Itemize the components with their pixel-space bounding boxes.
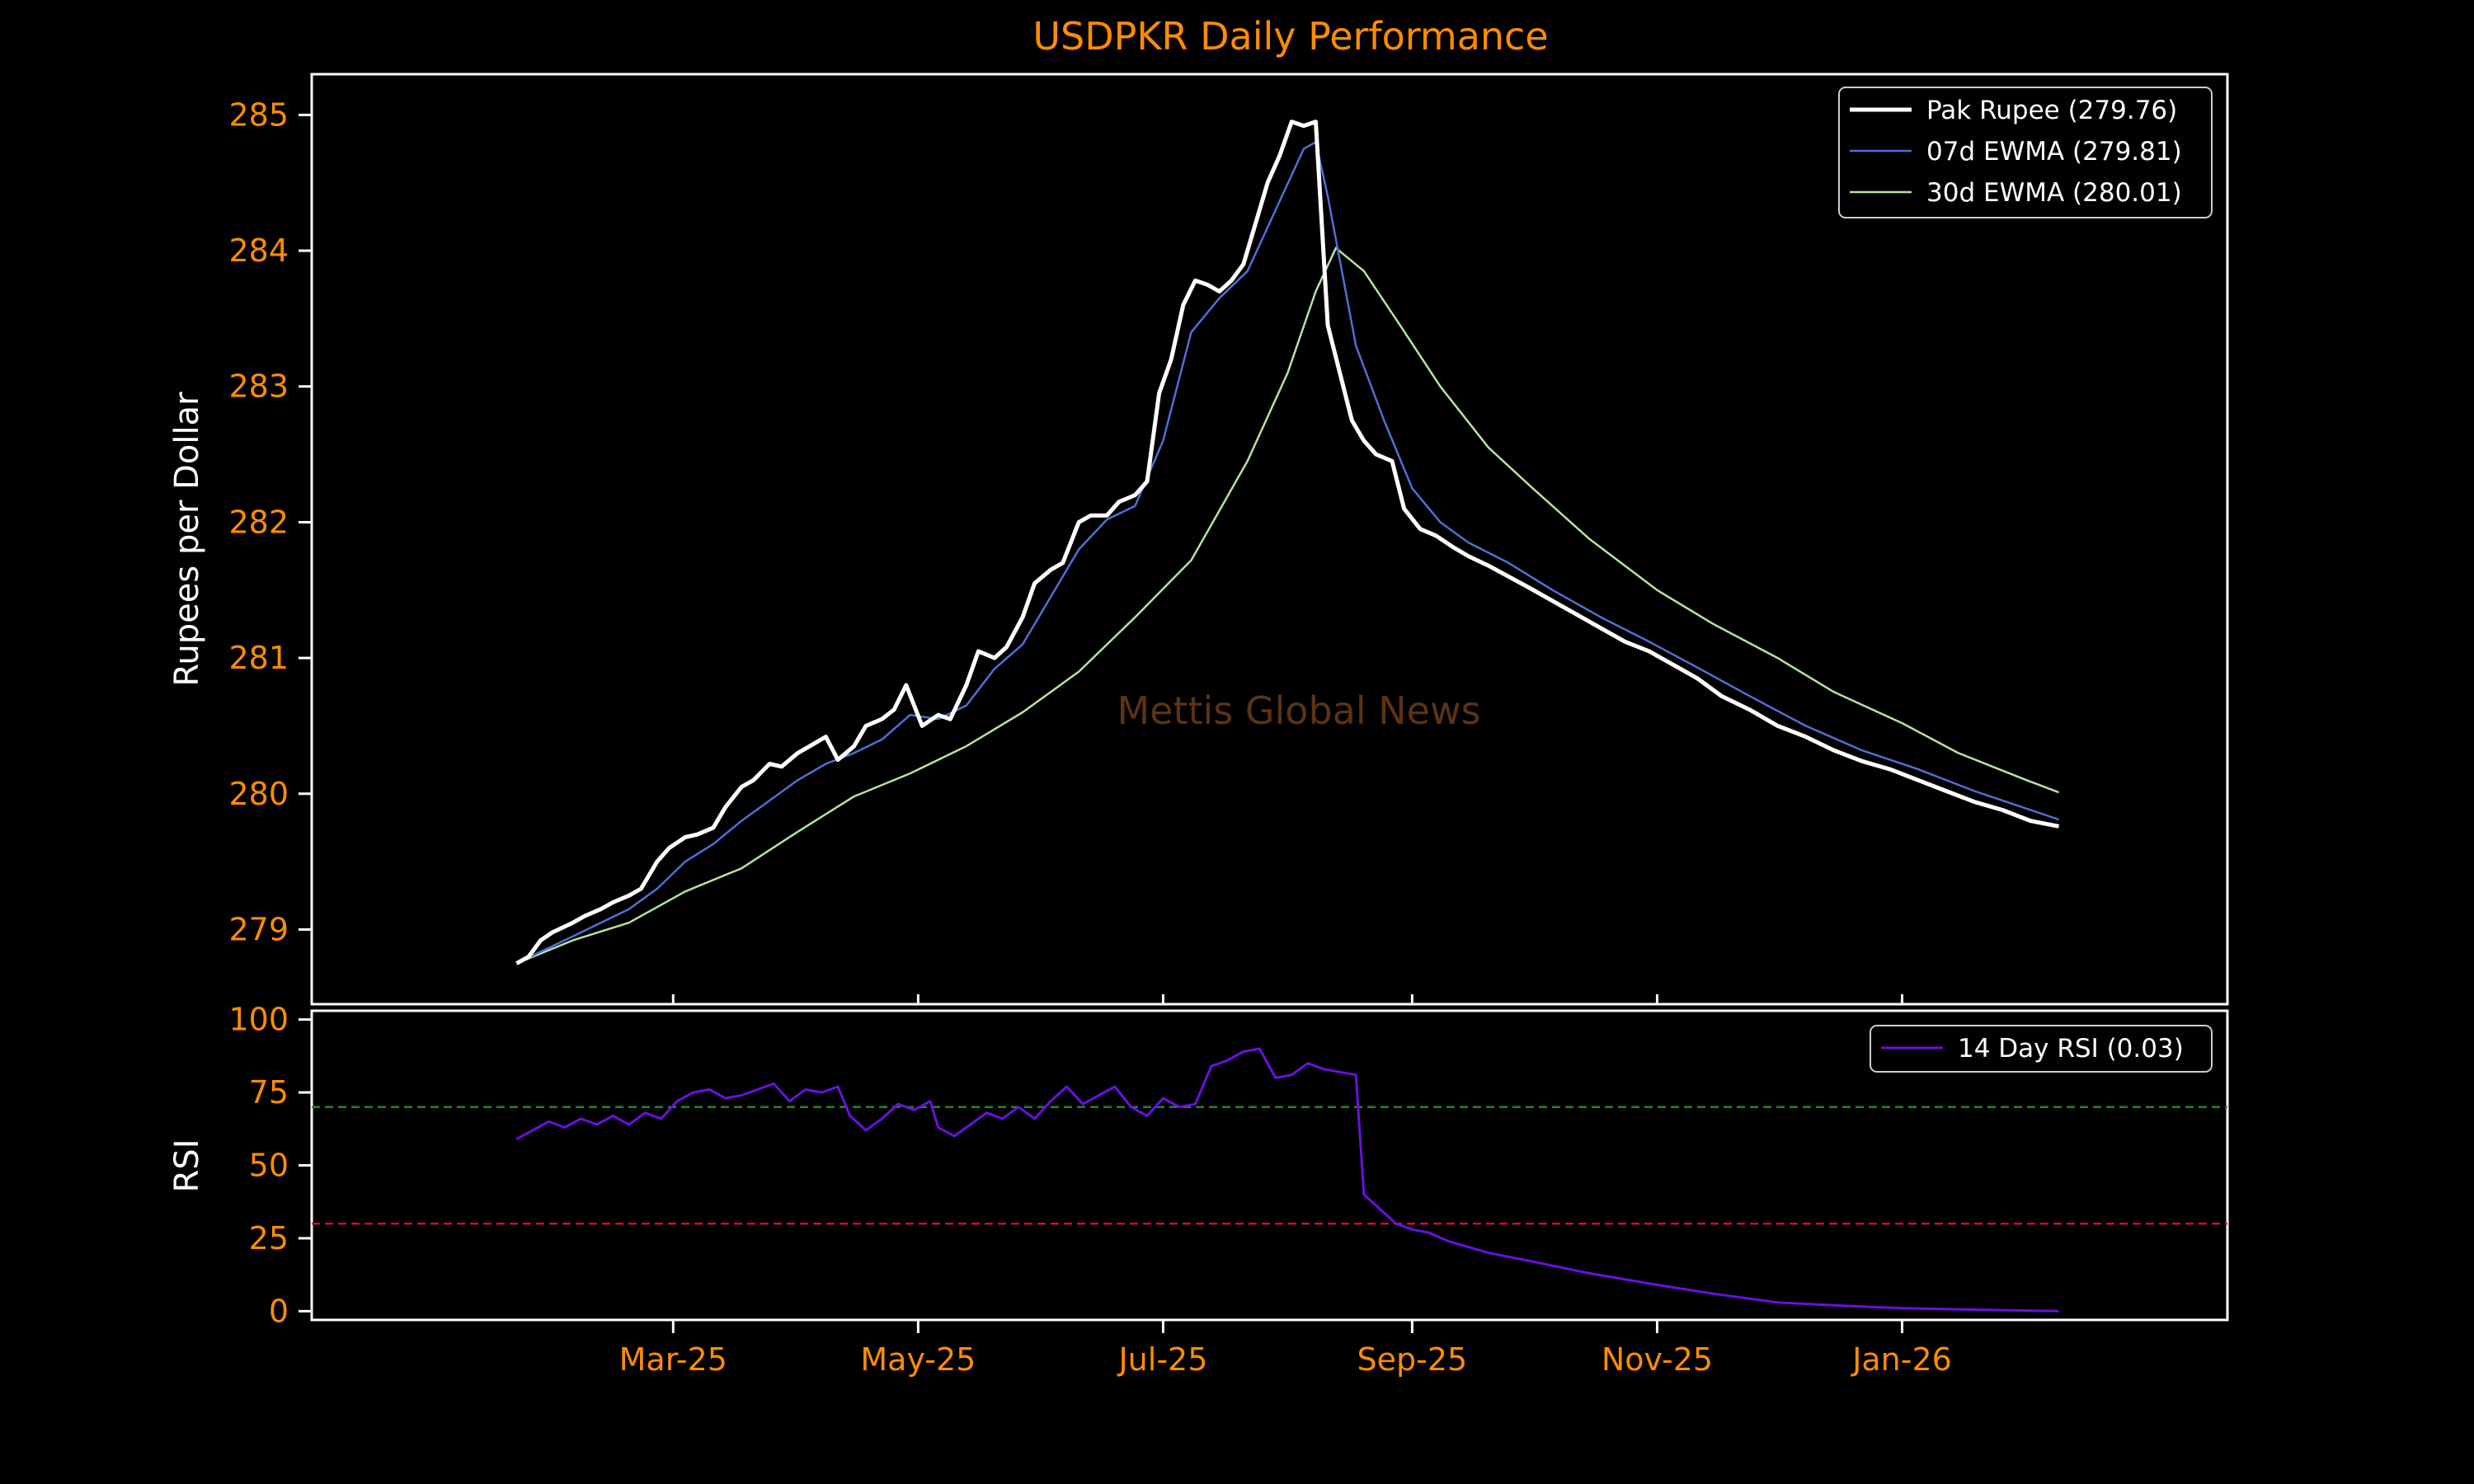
- rsi-legend-frame: [1870, 1025, 2213, 1073]
- rsi-y-axis-label: RSI: [168, 1139, 206, 1193]
- price-legend-label: 30d EWMA (280.01): [1926, 178, 2182, 208]
- rsi-y-tick-label: 25: [249, 1220, 289, 1256]
- price-y-tick-label: 284: [228, 232, 289, 269]
- rsi-y-tick-label: 100: [228, 1002, 289, 1038]
- x-tick-label: Nov-25: [1602, 1341, 1713, 1378]
- price-series-line: [515, 120, 2059, 965]
- price-y-axis: 279 280 281 282 283 284 285: [228, 96, 312, 947]
- price-legend-frame: [1838, 87, 2213, 218]
- chart-title: USDPKR Daily Performance: [1032, 14, 1548, 59]
- price-y-tick-label: 285: [228, 96, 289, 133]
- price-series-line: [515, 141, 2059, 965]
- price-legend: Pak Rupee (279.76) 07d EWMA (279.81) 30d E…: [1838, 87, 2213, 218]
- price-y-tick-label: 280: [228, 776, 289, 812]
- rsi-legend-label: 14 Day RSI (0.03): [1958, 1034, 2184, 1064]
- rsi-legend: 14 Day RSI (0.03): [1870, 1025, 2213, 1073]
- rsi-panel: 0 25 50 75 100 RSI 14 Day RSI (0.03): [168, 1002, 2229, 1329]
- price-plot-frame: [310, 73, 2229, 1006]
- rsi-y-tick-label: 0: [269, 1293, 289, 1329]
- rsi-y-tick-label: 50: [249, 1148, 289, 1184]
- x-tick-label: Jan-26: [1851, 1341, 1952, 1378]
- price-y-tick-label: 283: [228, 369, 289, 405]
- x-tick-label: Mar-25: [619, 1341, 727, 1378]
- price-series-lines: [515, 120, 2059, 965]
- price-series-line: [515, 247, 2059, 965]
- x-tick-label: Jul-25: [1117, 1341, 1207, 1378]
- rsi-series-line: [515, 1047, 2059, 1313]
- x-tick-label: May-25: [860, 1341, 976, 1378]
- price-y-axis-label: Rupees per Dollar: [168, 392, 206, 687]
- rsi-reference-lines: [312, 1106, 2227, 1225]
- price-y-tick-label: 279: [228, 911, 289, 947]
- price-legend-label: 07d EWMA (279.81): [1926, 137, 2182, 167]
- rsi-y-axis: 0 25 50 75 100: [228, 1002, 312, 1329]
- rsi-y-tick-label: 75: [249, 1074, 289, 1111]
- watermark: Mettis Global News: [1117, 688, 1480, 733]
- x-tick-label: Sep-25: [1357, 1341, 1468, 1378]
- price-y-tick-label: 282: [228, 504, 289, 540]
- price-legend-label: Pak Rupee (279.76): [1926, 96, 2177, 125]
- rsi-series-lines: [515, 1047, 2059, 1313]
- price-y-tick-label: 281: [228, 640, 289, 676]
- x-axis: Mar-25 May-25 Jul-25 Sep-25 Nov-25 Jan-26: [619, 994, 1952, 1378]
